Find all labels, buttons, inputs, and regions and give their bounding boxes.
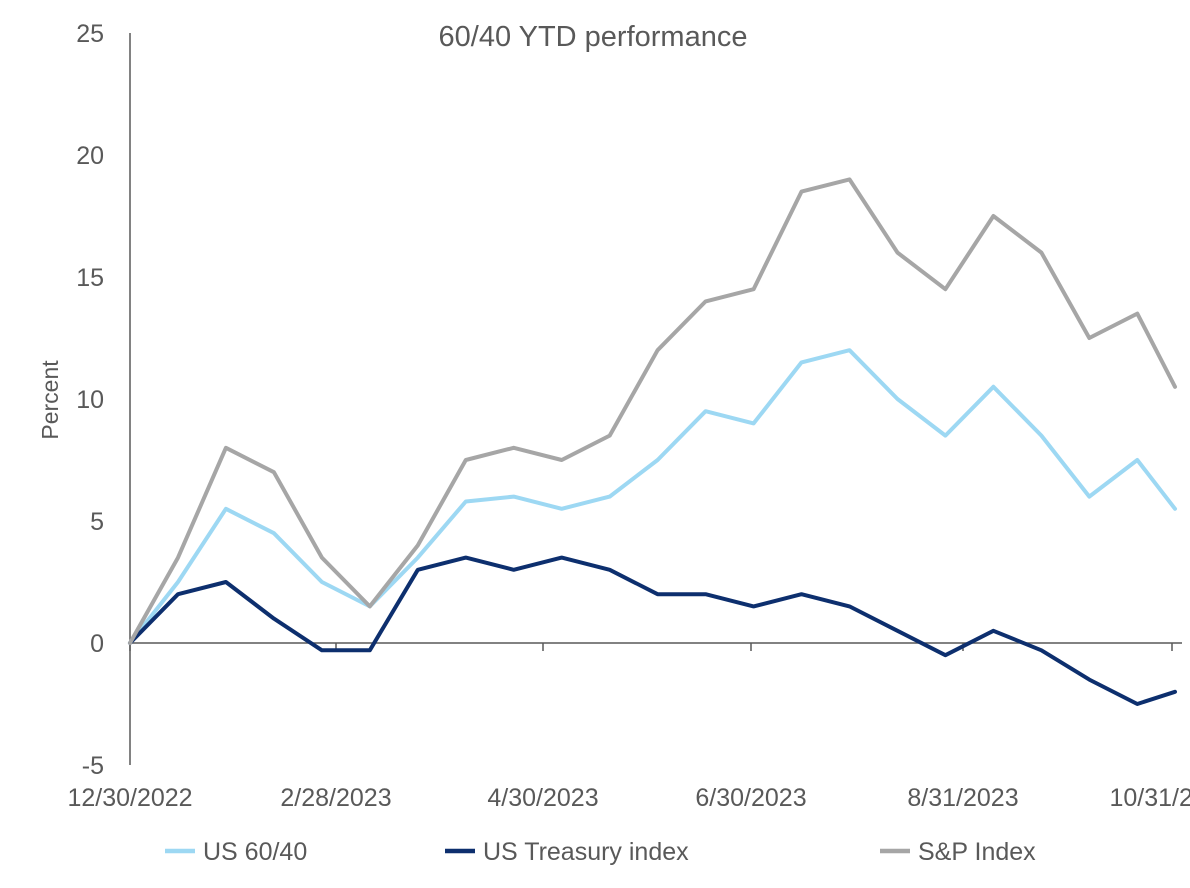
x-tick-label: 10/31/2023 xyxy=(1109,784,1190,812)
legend-label: US Treasury index xyxy=(483,838,689,866)
x-tick-label: 6/30/2023 xyxy=(695,784,806,812)
chart-title: 60/40 YTD performance xyxy=(439,21,748,53)
y-tick-label: 10 xyxy=(76,386,104,414)
y-tick-label: 15 xyxy=(76,264,104,292)
y-axis-title: Percent xyxy=(37,360,63,440)
x-tick-label: 4/30/2023 xyxy=(487,784,598,812)
y-tick-label: 5 xyxy=(90,508,104,536)
y-tick-label: 0 xyxy=(90,630,104,658)
series-line-1 xyxy=(128,555,1177,706)
x-tick-label: 8/31/2023 xyxy=(907,784,1018,812)
y-tick-label: 25 xyxy=(76,20,104,48)
x-tick-labels: 12/30/2022 2/28/2023 4/30/2023 6/30/2023 8/3… xyxy=(67,784,1190,812)
x-tick-label: 12/30/2022 xyxy=(67,784,192,812)
legend-label: S&P Index xyxy=(918,838,1036,866)
y-tick-label: 20 xyxy=(76,142,104,170)
legend: US 60/40 US Treasury index S&P Index xyxy=(165,838,1036,866)
x-tick-marks xyxy=(129,643,1173,651)
legend-label: US 60/40 xyxy=(203,838,307,866)
series-line-2 xyxy=(128,177,1177,645)
series-lines xyxy=(128,177,1177,706)
series-line-0 xyxy=(128,348,1177,645)
y-tick-label: -5 xyxy=(82,752,104,780)
x-tick-label: 2/28/2023 xyxy=(280,784,391,812)
y-tick-labels: 25 20 15 10 5 0 -5 xyxy=(76,20,104,780)
